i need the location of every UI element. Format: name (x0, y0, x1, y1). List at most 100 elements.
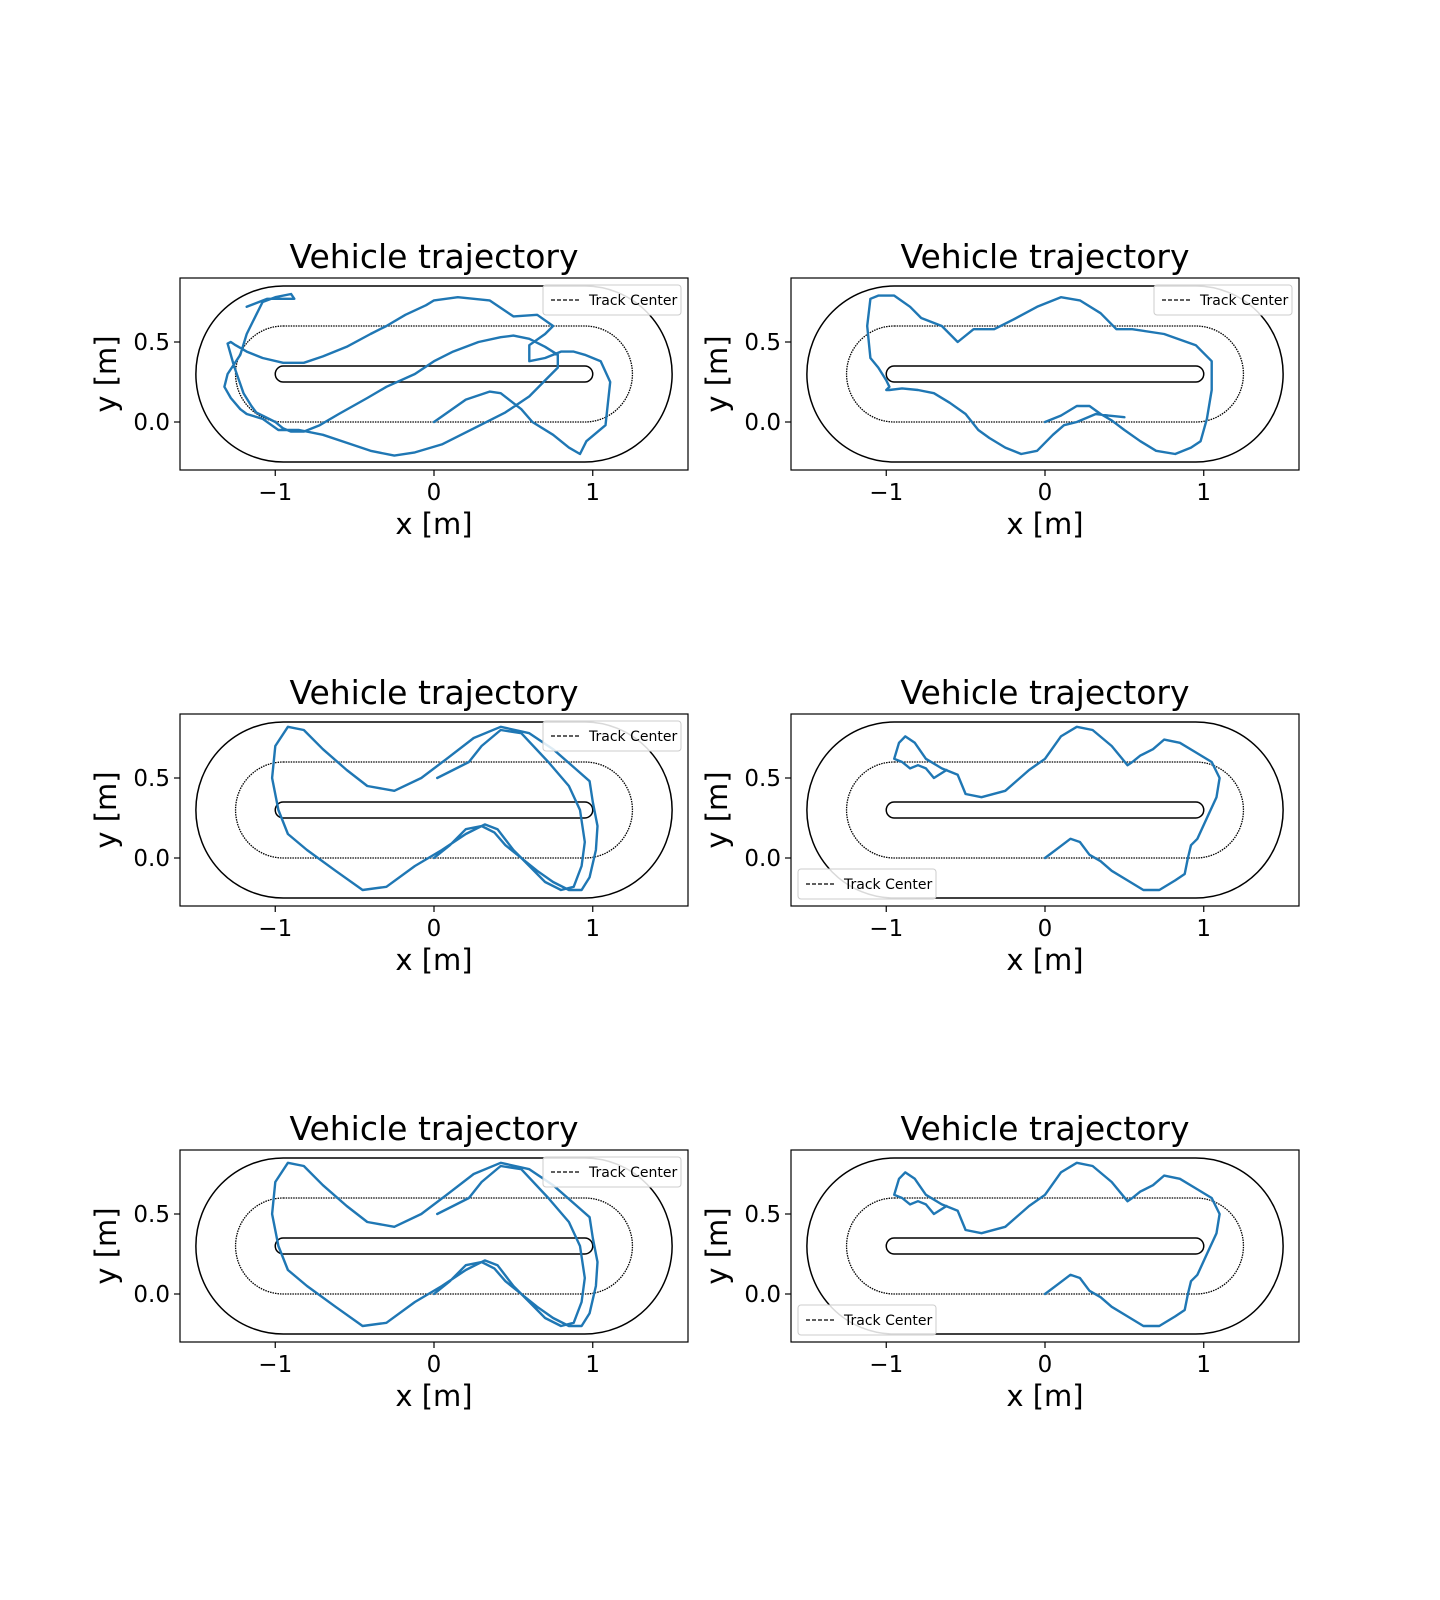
subplot-4: −1 0 1 0.0 0.5 Vehicle trajectory x [m] y [m] Tr… (700, 673, 1300, 977)
track-outer-boundary (806, 721, 1284, 899)
y-tick-label: 0.0 (744, 846, 781, 872)
y-tick-label: 0.5 (744, 1202, 781, 1228)
track-inner-boundary (885, 801, 1205, 819)
track-outer-boundary (195, 1157, 673, 1335)
legend-box (542, 284, 682, 316)
x-tick-label: 0 (1038, 916, 1053, 942)
subplot-5: −1 0 1 0.0 0.5 Vehicle trajectory x [m] y [m] Tr… (89, 1109, 689, 1413)
chart-title: Vehicle trajectory (289, 673, 578, 712)
x-tick-label: 0 (427, 916, 442, 942)
trajectory-line (893, 1161, 1221, 1328)
track-inner-boundary (274, 365, 594, 383)
legend-label: Track Center (588, 729, 677, 745)
legend-box (542, 720, 682, 752)
subplot-6: −1 0 1 0.0 0.5 Vehicle trajectory x [m] y [m] Tr… (700, 1109, 1300, 1413)
x-tick-label: 1 (1196, 1352, 1211, 1378)
x-axis-label: x [m] (395, 507, 472, 541)
y-tick-label: 0.0 (133, 846, 170, 872)
subplot-1: −1 0 1 0.0 0.5 Vehicle trajectory x [m] y [m] Tr… (89, 237, 689, 541)
y-axis-label: y [m] (700, 335, 734, 412)
x-tick-label: 1 (585, 480, 600, 506)
legend-label: Track Center (588, 1165, 677, 1181)
legend: Track Center (797, 1304, 937, 1336)
track-center-line (234, 1197, 634, 1295)
track (195, 721, 673, 899)
x-axis-label: x [m] (395, 1379, 472, 1413)
legend: Track Center (542, 284, 682, 316)
chart-title: Vehicle trajectory (900, 673, 1189, 712)
track (806, 721, 1284, 899)
x-tick-label: −1 (869, 1352, 903, 1378)
legend-box (542, 1156, 682, 1188)
track-center-line (845, 1197, 1245, 1295)
track-inner-boundary (885, 1237, 1205, 1255)
y-axis-label: y [m] (700, 1207, 734, 1284)
x-tick-label: −1 (869, 916, 903, 942)
trajectory-line (270, 1161, 599, 1328)
legend: Track Center (1153, 284, 1293, 316)
legend: Track Center (542, 720, 682, 752)
track (806, 1157, 1284, 1335)
x-tick-label: 0 (427, 480, 442, 506)
x-tick-label: 0 (1038, 480, 1053, 506)
subplot-3: −1 0 1 0.0 0.5 Vehicle trajectory x [m] y [m] Tr… (89, 673, 689, 977)
trajectory-line (270, 725, 599, 892)
x-axis-label: x [m] (1006, 943, 1083, 977)
track-outer-boundary (806, 1157, 1284, 1335)
y-tick-label: 0.5 (133, 1202, 170, 1228)
y-tick-label: 0.0 (133, 410, 170, 436)
x-tick-label: 0 (427, 1352, 442, 1378)
x-tick-label: −1 (258, 916, 292, 942)
x-tick-label: 1 (1196, 916, 1211, 942)
y-axis-label: y [m] (89, 771, 123, 848)
legend-box (797, 1304, 937, 1336)
chart-title: Vehicle trajectory (289, 1109, 578, 1148)
track-outer-boundary (195, 721, 673, 899)
x-axis-label: x [m] (395, 943, 472, 977)
track (195, 1157, 673, 1335)
y-tick-label: 0.5 (744, 766, 781, 792)
x-tick-label: 1 (585, 916, 600, 942)
legend-label: Track Center (588, 293, 677, 309)
y-axis-label: y [m] (89, 335, 123, 412)
track-inner-boundary (885, 365, 1205, 383)
trajectory-line (893, 725, 1221, 892)
y-tick-label: 0.0 (744, 1282, 781, 1308)
y-tick-label: 0.5 (133, 330, 170, 356)
trajectory-line (866, 294, 1213, 456)
legend-box (1153, 284, 1293, 316)
y-axis-label: y [m] (89, 1207, 123, 1284)
track-outer-boundary (806, 285, 1284, 463)
legend: Track Center (542, 1156, 682, 1188)
x-tick-label: 1 (585, 1352, 600, 1378)
y-axis-label: y [m] (700, 771, 734, 848)
track-outer-boundary (195, 285, 673, 463)
track-center-line (234, 325, 634, 423)
legend-label: Track Center (1199, 293, 1288, 309)
x-axis-label: x [m] (1006, 1379, 1083, 1413)
track-inner-boundary (274, 801, 594, 819)
track-center-line (845, 761, 1245, 859)
y-tick-label: 0.0 (744, 410, 781, 436)
track (806, 285, 1284, 463)
track-center-line (845, 325, 1245, 423)
x-tick-label: 1 (1196, 480, 1211, 506)
track-inner-boundary (274, 1237, 594, 1255)
chart-title: Vehicle trajectory (900, 237, 1189, 276)
chart-title: Vehicle trajectory (900, 1109, 1189, 1148)
trajectory-line (223, 292, 612, 457)
chart-title: Vehicle trajectory (289, 237, 578, 276)
track-center-line (234, 761, 634, 859)
x-tick-label: −1 (258, 480, 292, 506)
x-tick-label: −1 (869, 480, 903, 506)
subplot-2: −1 0 1 0.0 0.5 Vehicle trajectory x [m] y [m] Tr… (700, 237, 1300, 541)
y-tick-label: 0.5 (133, 766, 170, 792)
y-tick-label: 0.5 (744, 330, 781, 356)
x-tick-label: 0 (1038, 1352, 1053, 1378)
x-axis-label: x [m] (1006, 507, 1083, 541)
legend-box (797, 868, 937, 900)
y-tick-label: 0.0 (133, 1282, 170, 1308)
x-tick-label: −1 (258, 1352, 292, 1378)
legend: Track Center (797, 868, 937, 900)
